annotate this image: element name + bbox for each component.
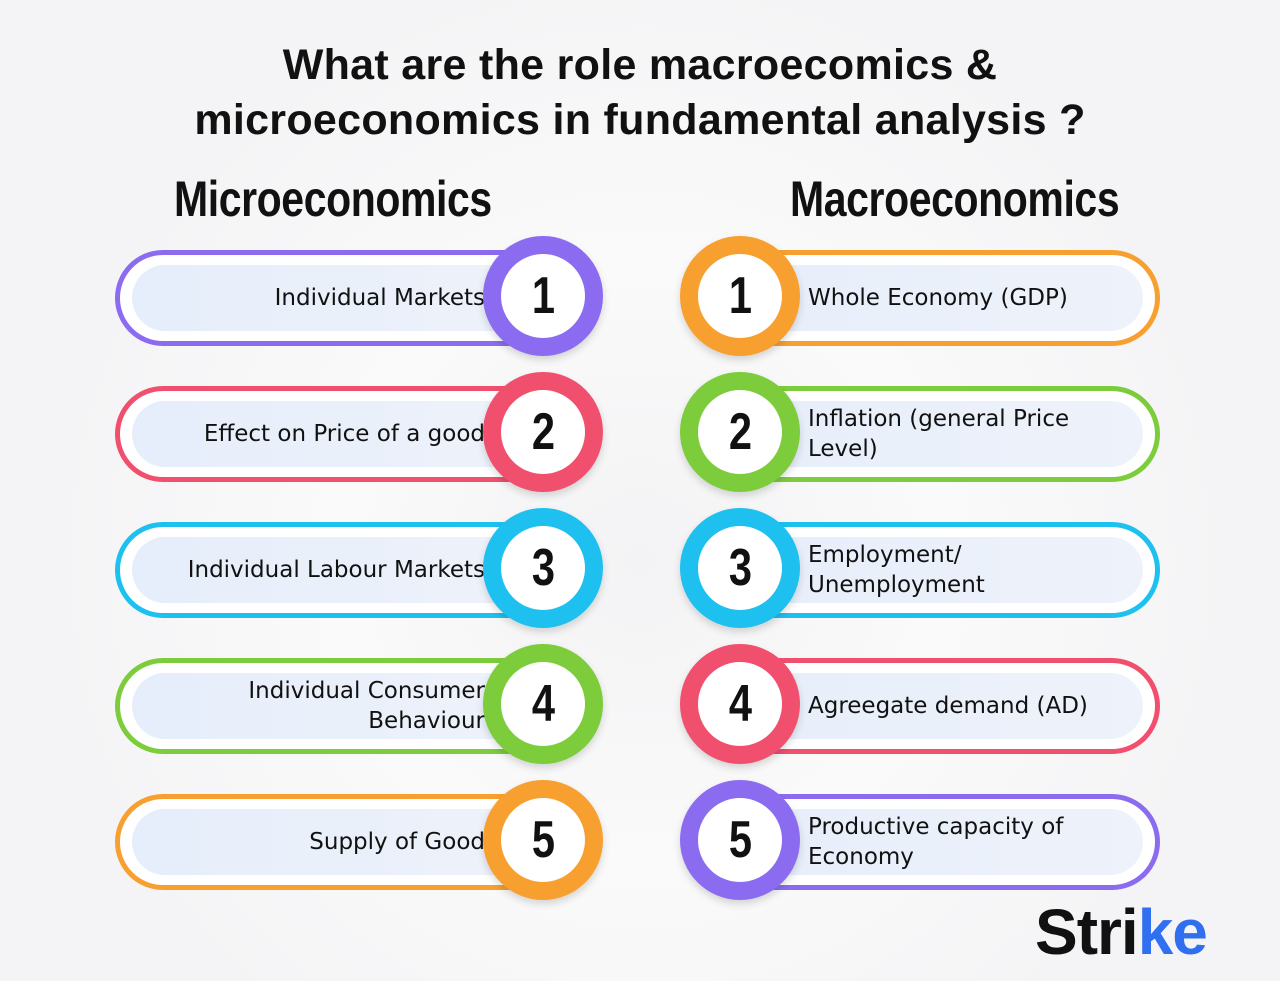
item-label: Employment/ Unemployment xyxy=(808,542,985,598)
item-number: 2 xyxy=(728,403,752,461)
item-label: Inflation (general Price Level) xyxy=(808,406,1070,462)
macro-item-3: Employment/ Unemployment 3 xyxy=(678,508,1238,628)
item-label: Individual Labour Markets xyxy=(187,557,485,583)
item-number: 5 xyxy=(531,811,555,869)
item-label: Effect on Price of a good xyxy=(203,421,485,447)
item-number: 3 xyxy=(531,539,555,597)
number-badge: 1 xyxy=(483,236,603,356)
micro-item-5: Supply of Good 5 xyxy=(115,780,675,900)
macro-item-5: Productive capacity of Economy 5 xyxy=(678,780,1238,900)
micro-item-2: Effect on Price of a good 2 xyxy=(115,372,675,492)
item-label: Supply of Good xyxy=(309,829,485,855)
macro-item-4: Agreegate demand (AD) 4 xyxy=(678,644,1238,764)
item-number: 5 xyxy=(728,811,752,869)
item-number: 3 xyxy=(728,539,752,597)
macro-heading: Macroeconomics xyxy=(790,171,1120,227)
macro-item-1: Whole Economy (GDP) 1 xyxy=(678,236,1238,356)
title-line-2: microeconomics in fundamental analysis ? xyxy=(194,96,1086,144)
number-badge: 3 xyxy=(680,508,800,628)
item-label: Productive capacity of Economy xyxy=(808,814,1064,870)
item-number: 1 xyxy=(728,267,752,325)
number-badge: 3 xyxy=(483,508,603,628)
number-badge: 2 xyxy=(483,372,603,492)
number-badge: 4 xyxy=(680,644,800,764)
strike-logo: Strike xyxy=(1035,896,1208,968)
item-number: 2 xyxy=(531,403,555,461)
micro-heading: Microeconomics xyxy=(174,171,492,227)
item-number: 4 xyxy=(728,675,752,733)
micro-item-4: Individual Consumer Behaviour 4 xyxy=(115,644,675,764)
number-badge: 5 xyxy=(680,780,800,900)
item-label: Individual Consumer Behaviour xyxy=(248,678,485,734)
micro-item-1: Individual Markets 1 xyxy=(115,236,675,356)
number-badge: 2 xyxy=(680,372,800,492)
item-label: Individual Markets xyxy=(274,285,485,311)
title-line-1: What are the role macroecomics & xyxy=(282,41,998,89)
item-label: Whole Economy (GDP) xyxy=(808,285,1068,311)
item-number: 4 xyxy=(531,675,555,733)
item-number: 1 xyxy=(531,267,555,325)
item-label: Agreegate demand (AD) xyxy=(808,693,1088,719)
macro-item-2: Inflation (general Price Level) 2 xyxy=(678,372,1238,492)
page-title: What are the role macroecomics & microec… xyxy=(0,38,1280,148)
number-badge: 1 xyxy=(680,236,800,356)
number-badge: 4 xyxy=(483,644,603,764)
number-badge: 5 xyxy=(483,780,603,900)
micro-item-3: Individual Labour Markets 3 xyxy=(115,508,675,628)
